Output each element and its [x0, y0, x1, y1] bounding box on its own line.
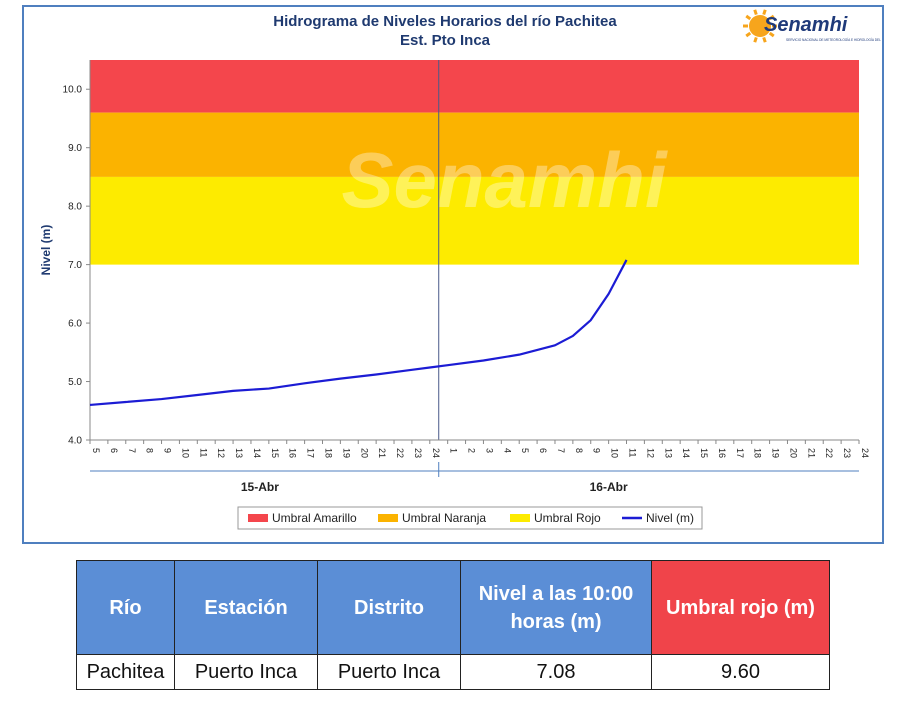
- legend-box: [237, 506, 703, 530]
- sun-ray: [768, 14, 775, 21]
- x-tick-label: 7: [556, 448, 566, 453]
- cell-nivel: 7.08: [460, 654, 652, 690]
- x-tick-label: 14: [681, 448, 691, 458]
- logo-tagline: SERVICIO NACIONAL DE METEOROLOGÍA E HIDR…: [786, 37, 882, 42]
- x-tick-label: 21: [806, 448, 816, 458]
- sun-icon: [749, 15, 771, 37]
- x-tick-label: 18: [323, 448, 333, 458]
- x-tick-label: 19: [341, 448, 351, 458]
- x-tick-label: 3: [484, 448, 494, 453]
- x-tick-label: 13: [663, 448, 673, 458]
- sun-ray: [745, 31, 752, 38]
- hydrograph-chart: Hidrograma de Niveles Horarios del río P…: [22, 5, 884, 544]
- day-label: 16-Abr: [590, 480, 628, 494]
- x-tick-label: 1: [449, 448, 459, 453]
- table-row: Pachitea Puerto Inca Puerto Inca 7.08 9.…: [76, 654, 830, 690]
- header-estacion: Estación: [174, 560, 318, 655]
- x-tick-label: 21: [377, 448, 387, 458]
- x-tick-label: 13: [234, 448, 244, 458]
- watermark-text: Senamhi: [341, 136, 667, 224]
- x-tick-label: 12: [216, 448, 226, 458]
- x-tick-label: 9: [163, 448, 173, 453]
- x-tick-label: 2: [467, 448, 477, 453]
- threshold-band: [90, 112, 859, 177]
- header-distrito: Distrito: [317, 560, 461, 655]
- sun-ray: [762, 36, 767, 43]
- x-tick-label: 12: [645, 448, 655, 458]
- y-tick-label: 4.0: [68, 436, 82, 447]
- sun-ray: [762, 9, 767, 16]
- x-tick-label: 10: [180, 448, 190, 458]
- threshold-band: [90, 60, 859, 113]
- legend-swatch: [510, 514, 530, 522]
- sun-ray: [753, 9, 758, 16]
- day-label: 15-Abr: [241, 480, 279, 494]
- y-tick-label: 8.0: [68, 202, 82, 213]
- x-tick-label: 15: [699, 448, 709, 458]
- x-tick-label: 4: [502, 448, 512, 453]
- sun-ray: [745, 14, 752, 21]
- legend-swatch: [248, 514, 268, 522]
- x-tick-label: 8: [145, 448, 155, 453]
- x-tick-label: 24: [431, 448, 441, 458]
- x-tick-label: 14: [252, 448, 262, 458]
- y-tick-label: 10.0: [63, 85, 83, 96]
- chart-title: Hidrograma de Niveles Horarios del río P…: [273, 13, 617, 30]
- x-tick-label: 23: [413, 448, 423, 458]
- cell-rio: Pachitea: [76, 654, 175, 690]
- header-umbral-rojo: Umbral rojo (m): [651, 560, 830, 655]
- x-tick-label: 22: [824, 448, 834, 458]
- cell-distrito: Puerto Inca: [317, 654, 461, 690]
- x-tick-label: 7: [127, 448, 137, 453]
- y-tick-label: 5.0: [68, 377, 82, 388]
- chart-canvas: Hidrograma de Niveles Horarios del río P…: [39, 9, 882, 530]
- logo-wordmark: Senamhi: [764, 14, 848, 36]
- chart-subtitle: Est. Pto Inca: [400, 32, 491, 49]
- x-tick-label: 19: [771, 448, 781, 458]
- x-tick-label: 23: [842, 448, 852, 458]
- sun-ray: [768, 31, 775, 38]
- legend-entry: Umbral Naranja: [402, 511, 486, 525]
- x-tick-label: 8: [574, 448, 584, 453]
- legend-entry: Umbral Rojo: [534, 511, 601, 525]
- y-tick-label: 6.0: [68, 319, 82, 330]
- threshold-band: [90, 176, 859, 265]
- x-tick-label: 15: [270, 448, 280, 458]
- cell-estacion: Puerto Inca: [174, 654, 318, 690]
- x-tick-label: 16: [717, 448, 727, 458]
- x-tick-label: 20: [359, 448, 369, 458]
- header-nivel: Nivel a las 10:00 horas (m): [460, 560, 652, 655]
- x-tick-label: 11: [198, 448, 208, 457]
- series-line-nivel: [89, 259, 628, 407]
- cell-umbral-rojo: 9.60: [651, 654, 830, 690]
- table-header-row: Río Estación Distrito Nivel a las 10:00 …: [76, 560, 830, 655]
- x-tick-label: 17: [306, 448, 316, 458]
- x-tick-label: 6: [538, 448, 548, 453]
- sun-ray: [753, 36, 758, 43]
- y-tick-label: 9.0: [68, 143, 82, 154]
- legend-entry: Umbral Amarillo: [272, 511, 357, 525]
- x-tick-label: 22: [395, 448, 405, 458]
- x-tick-label: 5: [91, 448, 101, 453]
- x-tick-label: 10: [610, 448, 620, 458]
- summary-table: Río Estación Distrito Nivel a las 10:00 …: [76, 560, 830, 690]
- x-tick-label: 16: [288, 448, 298, 458]
- x-tick-label: 17: [735, 448, 745, 458]
- y-axis-label: Nivel (m): [39, 225, 53, 276]
- header-rio: Río: [76, 560, 175, 655]
- x-tick-label: 5: [520, 448, 530, 453]
- x-tick-label: 11: [628, 448, 638, 457]
- legend-entry: Nivel (m): [646, 511, 694, 525]
- x-tick-label: 6: [109, 448, 119, 453]
- x-tick-label: 20: [788, 448, 798, 458]
- x-tick-label: 18: [753, 448, 763, 458]
- x-tick-label: 24: [860, 448, 870, 458]
- y-tick-label: 7.0: [68, 260, 82, 271]
- legend-swatch: [378, 514, 398, 522]
- x-tick-label: 9: [592, 448, 602, 453]
